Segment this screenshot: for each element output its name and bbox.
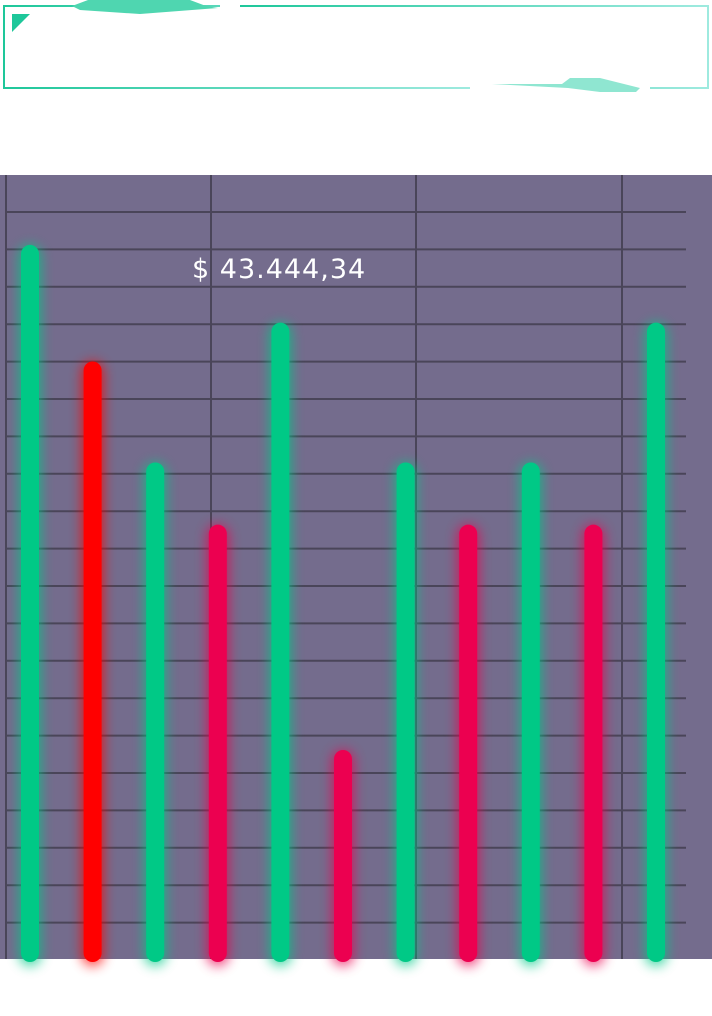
- bar: [146, 462, 165, 962]
- price-annotation: $ 43.444,34: [192, 254, 367, 285]
- header-tab-bottom: [492, 78, 640, 92]
- plot-background: [0, 175, 712, 959]
- bar: [208, 524, 227, 962]
- bar: [334, 749, 352, 962]
- bar: [21, 244, 39, 962]
- bar: [647, 322, 665, 962]
- bar: [584, 524, 603, 962]
- header-frame: [3, 0, 709, 92]
- bar: [459, 524, 478, 962]
- header-corner-accent: [12, 14, 30, 32]
- bar: [521, 462, 540, 962]
- bar: [83, 361, 102, 963]
- header-border: [240, 5, 709, 89]
- bar: [271, 322, 290, 962]
- bar: [396, 462, 415, 962]
- header-tab-top: [72, 0, 218, 14]
